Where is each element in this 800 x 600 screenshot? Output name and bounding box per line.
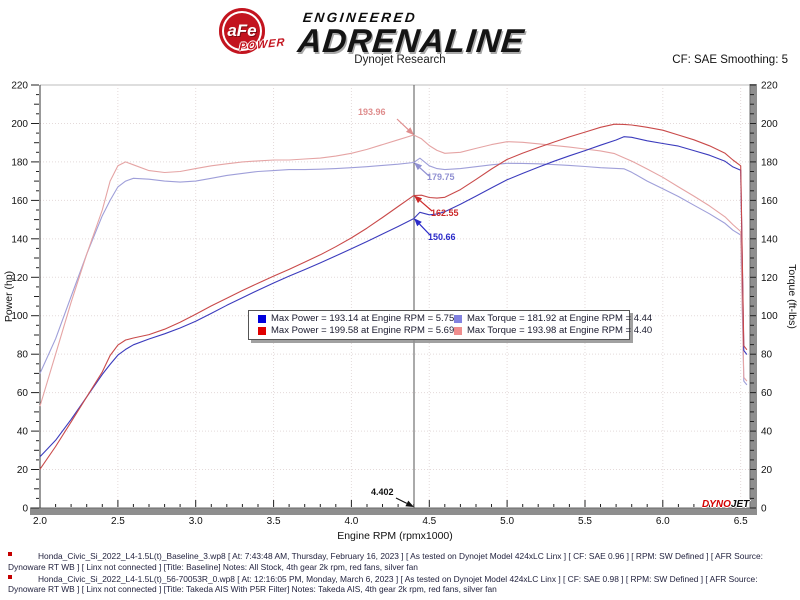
cursor-value-takeda-torque: 193.96 xyxy=(358,107,386,117)
svg-text:Power (hp): Power (hp) xyxy=(3,271,15,322)
svg-text:2.0: 2.0 xyxy=(33,516,47,527)
cursor-value-baseline-torque: 179.75 xyxy=(427,172,455,182)
svg-text:140: 140 xyxy=(11,234,28,245)
run-text: Honda_Civic_Si_2022_L4-1.5L(t)_Baseline_… xyxy=(8,551,763,572)
run-info-takeda: Honda_Civic_Si_2022_L4-1.5L(t)_56-70053R… xyxy=(8,574,796,596)
svg-text:160: 160 xyxy=(11,196,28,207)
run-text: Honda_Civic_Si_2022_L4-1.5L(t)_56-70053R… xyxy=(8,573,758,595)
svg-text:Engine RPM (rpmx1000): Engine RPM (rpmx1000) xyxy=(337,530,453,542)
svg-text:120: 120 xyxy=(11,273,28,284)
cursor-value-baseline-power: 150.66 xyxy=(428,232,456,242)
afe-power-logo: aFe POWER ENGINEERED ADRENALINE xyxy=(215,6,575,59)
legend-label: Max Power = 193.14 at Engine RPM = 5.75 xyxy=(271,313,455,324)
legend-item-baseline-torque: Max Torque = 181.92 at Engine RPM = 4.44 xyxy=(454,313,652,325)
svg-text:3.5: 3.5 xyxy=(267,516,281,527)
legend-box: Max Power = 193.14 at Engine RPM = 5.75 … xyxy=(248,310,652,340)
svg-text:0: 0 xyxy=(761,504,767,515)
svg-text:40: 40 xyxy=(761,427,773,438)
svg-text:4.5: 4.5 xyxy=(422,516,436,527)
afe-logo-text: aFe xyxy=(227,21,257,40)
svg-text:80: 80 xyxy=(761,350,773,361)
svg-text:5.5: 5.5 xyxy=(578,516,592,527)
svg-text:0: 0 xyxy=(22,504,28,515)
smoothing-setting: CF: SAE Smoothing: 5 xyxy=(672,54,788,66)
afe-logo-icon: aFe xyxy=(219,8,265,54)
cursor-value-takeda-power: 162.55 xyxy=(431,208,459,218)
legend-chip-blue xyxy=(258,315,266,323)
svg-text:100: 100 xyxy=(761,311,778,322)
run-bullet-icon xyxy=(8,552,12,556)
legend-label: Max Torque = 193.98 at Engine RPM = 4.40 xyxy=(467,325,653,336)
legend-item-takeda-torque: Max Torque = 193.98 at Engine RPM = 4.40 xyxy=(454,325,652,337)
svg-text:3.0: 3.0 xyxy=(189,516,203,527)
svg-text:Torque (ft-lbs): Torque (ft-lbs) xyxy=(786,264,798,329)
svg-text:40: 40 xyxy=(17,427,29,438)
cursor-rpm-label: 4.402 xyxy=(371,487,394,497)
svg-text:180: 180 xyxy=(11,157,28,168)
svg-text:6.0: 6.0 xyxy=(656,516,670,527)
svg-text:160: 160 xyxy=(761,196,778,207)
svg-text:4.0: 4.0 xyxy=(344,516,358,527)
legend-label: Max Power = 199.58 at Engine RPM = 5.69 xyxy=(271,325,455,336)
svg-text:6.5: 6.5 xyxy=(734,516,748,527)
svg-text:5.0: 5.0 xyxy=(500,516,514,527)
legend-chip-purple xyxy=(454,315,462,323)
svg-text:60: 60 xyxy=(761,388,773,399)
legend-item-takeda-power: Max Power = 199.58 at Engine RPM = 5.69 xyxy=(258,325,454,337)
svg-text:200: 200 xyxy=(761,119,778,130)
svg-text:80: 80 xyxy=(17,350,29,361)
legend-label: Max Torque = 181.92 at Engine RPM = 4.44 xyxy=(467,313,653,324)
svg-text:20: 20 xyxy=(761,465,773,476)
run-bullet-icon xyxy=(8,574,12,579)
svg-text:220: 220 xyxy=(761,81,778,92)
svg-text:120: 120 xyxy=(761,273,778,284)
run-info-footer: Honda_Civic_Si_2022_L4-1.5L(t)_Baseline_… xyxy=(8,551,796,596)
svg-text:200: 200 xyxy=(11,119,28,130)
page-title: Dynojet Research xyxy=(354,54,446,66)
svg-text:180: 180 xyxy=(761,157,778,168)
svg-text:2.5: 2.5 xyxy=(111,516,125,527)
legend-chip-pink xyxy=(454,327,462,335)
svg-text:20: 20 xyxy=(17,465,29,476)
svg-text:60: 60 xyxy=(17,388,29,399)
svg-text:100: 100 xyxy=(11,311,28,322)
run-info-baseline: Honda_Civic_Si_2022_L4-1.5L(t)_Baseline_… xyxy=(8,551,796,573)
dynojet-logo: DYNOJET xyxy=(702,499,750,510)
legend-chip-red xyxy=(258,327,266,335)
legend-item-baseline-power: Max Power = 193.14 at Engine RPM = 5.75 xyxy=(258,313,454,325)
svg-text:220: 220 xyxy=(11,81,28,92)
svg-text:140: 140 xyxy=(761,234,778,245)
